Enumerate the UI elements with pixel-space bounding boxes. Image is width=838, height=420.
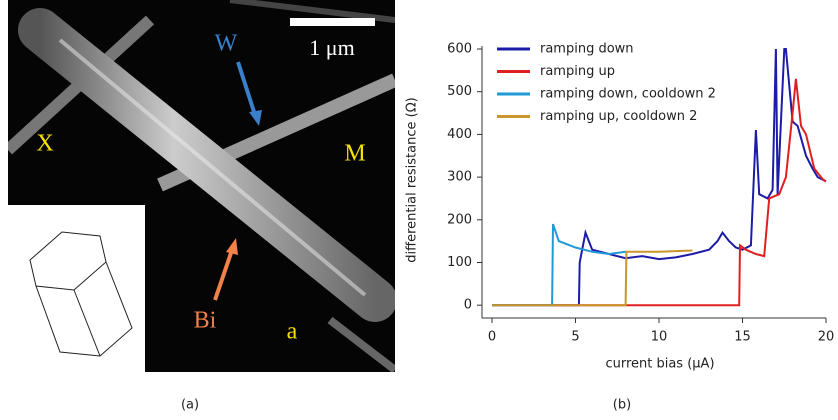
- label: Bi: [194, 308, 217, 334]
- y-tick-label: 600: [447, 42, 472, 57]
- x-tick-label: 0: [488, 330, 496, 345]
- arrow-head: [249, 110, 262, 126]
- prism-sketch: [29, 231, 133, 357]
- series-line: [492, 78, 827, 307]
- label: M: [344, 141, 365, 167]
- y-tick-label: 400: [447, 127, 472, 142]
- arrow: [213, 249, 234, 301]
- arrow-head: [226, 238, 238, 255]
- inset: [0, 205, 145, 372]
- arrow: [236, 61, 258, 119]
- plot: [492, 48, 827, 307]
- caption: (b): [613, 398, 631, 413]
- label: W: [215, 31, 238, 57]
- scale-label: 1 μm: [309, 35, 354, 60]
- series-line: [492, 223, 626, 307]
- x-tick-label: 10: [651, 330, 668, 345]
- scale-bar: [290, 18, 375, 26]
- series-line: [492, 249, 693, 307]
- label: a: [287, 319, 298, 345]
- legend-label: ramping up, cooldown 2: [540, 109, 697, 124]
- y-tick-label: 500: [447, 84, 472, 99]
- caption: (a): [181, 398, 199, 413]
- y-tick-label: 300: [447, 170, 472, 185]
- x-tick-label: 20: [818, 330, 835, 345]
- y-tick-label: 0: [464, 298, 472, 313]
- y-tick-label: 200: [447, 212, 472, 227]
- legend-label: ramping down: [540, 42, 634, 57]
- x-tick-label: 15: [734, 330, 751, 345]
- y-tick-label: 100: [447, 255, 472, 270]
- label: X: [36, 131, 53, 157]
- legend-label: ramping down, cooldown 2: [540, 87, 716, 102]
- x-tick-label: 5: [571, 330, 579, 345]
- legend-label: ramping up: [540, 64, 615, 79]
- y-axis-label: differential resistance (Ω): [405, 97, 420, 262]
- x-axis-label: current bias (μA): [605, 357, 714, 372]
